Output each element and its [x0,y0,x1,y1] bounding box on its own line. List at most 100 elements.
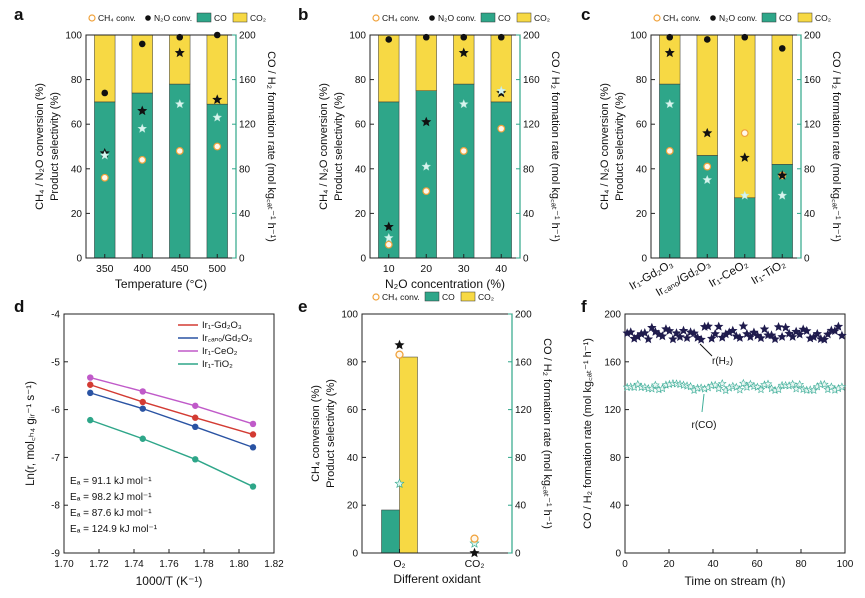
data-point [756,385,766,394]
y-tick-label: -6 [51,405,60,416]
y-tick-label: 80 [610,453,622,464]
panel-letter-e: e [298,297,307,316]
x-tick-label: Ir₁-TiO₂ [749,258,787,287]
y2-tick-label: 120 [515,405,532,416]
data-point [773,322,784,332]
bar-co [659,83,681,259]
data-point [795,379,805,389]
data-point [770,334,780,344]
marker-co-rate [740,190,750,200]
x-tick-label: 1.74 [124,559,144,570]
data-point [717,379,727,388]
bar-co2 [734,34,756,199]
data-point [819,334,830,344]
bar-co2 [771,34,793,165]
bar-co2 [206,34,228,105]
y2-axis-title: CO / H₂ formation rate (mol kg꜀ₐₜ⁻¹ h⁻¹) [830,51,842,242]
marker-co-rate [100,150,110,160]
y-axis-title-2: CH₄ / N₂O conversion (%) [599,83,611,210]
data-point [714,383,724,393]
y-tick-label: 40 [610,501,622,512]
legend-label: CH₄ conv. [382,13,420,23]
legend-label: CO₂ [250,13,266,23]
bar-co2 [399,356,418,554]
x-tick-label: 1.72 [89,559,109,570]
y-tick-label: 20 [355,209,367,220]
data-point [756,333,766,343]
y-tick-label: 60 [355,120,367,131]
y-tick-label: 160 [604,357,621,368]
marker-ch4-conv [213,142,222,151]
y-axis-title: Product selectivity (%) [49,92,61,201]
marker-h2-rate [458,47,469,58]
data-point [812,328,823,338]
y2-tick-label: 80 [515,453,527,464]
marker-h2-rate [383,221,394,232]
legend-label: CO [779,13,792,23]
marker-h2-rate [137,105,148,116]
legend-ch4-marker [653,14,661,22]
y-axis-title-2: CH₄ / N₂O conversion (%) [318,83,330,210]
data-point [706,333,717,343]
legend-label: N₂O conv. [719,13,757,23]
y-tick-label: 20 [347,501,359,512]
marker-co-rate [175,99,185,109]
data-point [668,334,678,344]
data-point [657,331,668,341]
y2-tick-label: 200 [804,31,821,42]
y2-tick-label: 200 [523,31,540,42]
legend-label: CO [442,292,455,302]
marker-n2o-conv [497,33,505,41]
y-tick-label: 40 [71,164,83,175]
legend-swatch [516,12,532,23]
data-point [801,325,812,335]
legend-label: CH₄ conv. [98,13,136,23]
data-point [192,423,199,431]
data-point [139,388,146,395]
x-axis-title: Temperature (°C) [115,277,207,291]
y-axis-title-2: CH₄ / N₂O conversion (%) [34,83,46,210]
data-point [647,322,657,332]
marker-co-rate [496,85,506,95]
legend-swatch [761,12,777,23]
y-tick-label: 20 [71,209,83,220]
series-line [90,419,254,488]
ea-annotation: Eₐ = 91.1 kJ mol⁻¹ [70,476,152,487]
y-tick-label: 0 [352,549,358,560]
x-tick-label: 1.82 [264,559,284,570]
data-point [87,416,94,424]
data-point [87,389,94,397]
bar-co2 [169,34,191,85]
legend-label: Ir₁-TiO₂ [202,359,233,370]
marker-ch4-conv [703,162,712,171]
data-point [766,330,777,340]
x-axis-title: Different oxidant [393,572,481,586]
y-tick-label: 40 [347,453,359,464]
marker-n2o-conv [138,40,146,48]
marker-ch4-conv [175,147,184,155]
data-point [87,374,94,381]
legend-label: CO [214,13,227,23]
bar-co [415,90,437,259]
y2-tick-label: 160 [239,75,256,86]
x-tick-label: 20 [663,559,675,570]
marker-h2-rate [777,170,788,180]
y-tick-label: 80 [71,75,83,86]
marker-n2o-conv [741,33,749,41]
ea-annotation: Eₐ = 87.6 kJ mol⁻¹ [70,508,152,519]
marker-n2o-conv [460,33,468,41]
y-axis-title: Product selectivity (%) [325,379,337,488]
data-point [192,402,199,409]
data-point [819,379,829,389]
y-tick-label: 20 [636,209,648,220]
legend-label: N₂O conv. [154,13,192,23]
y-axis-title-2: CH₄ conversion (%) [310,385,322,482]
legend-n2o-marker [710,15,716,21]
bar-co2 [453,34,475,85]
data-point [249,431,257,438]
marker-h2-rate [394,339,405,350]
data-point [696,334,706,344]
legend-label: CH₄ conv. [382,292,420,302]
x-tick-label: 500 [208,263,226,275]
bar-co [696,155,718,259]
